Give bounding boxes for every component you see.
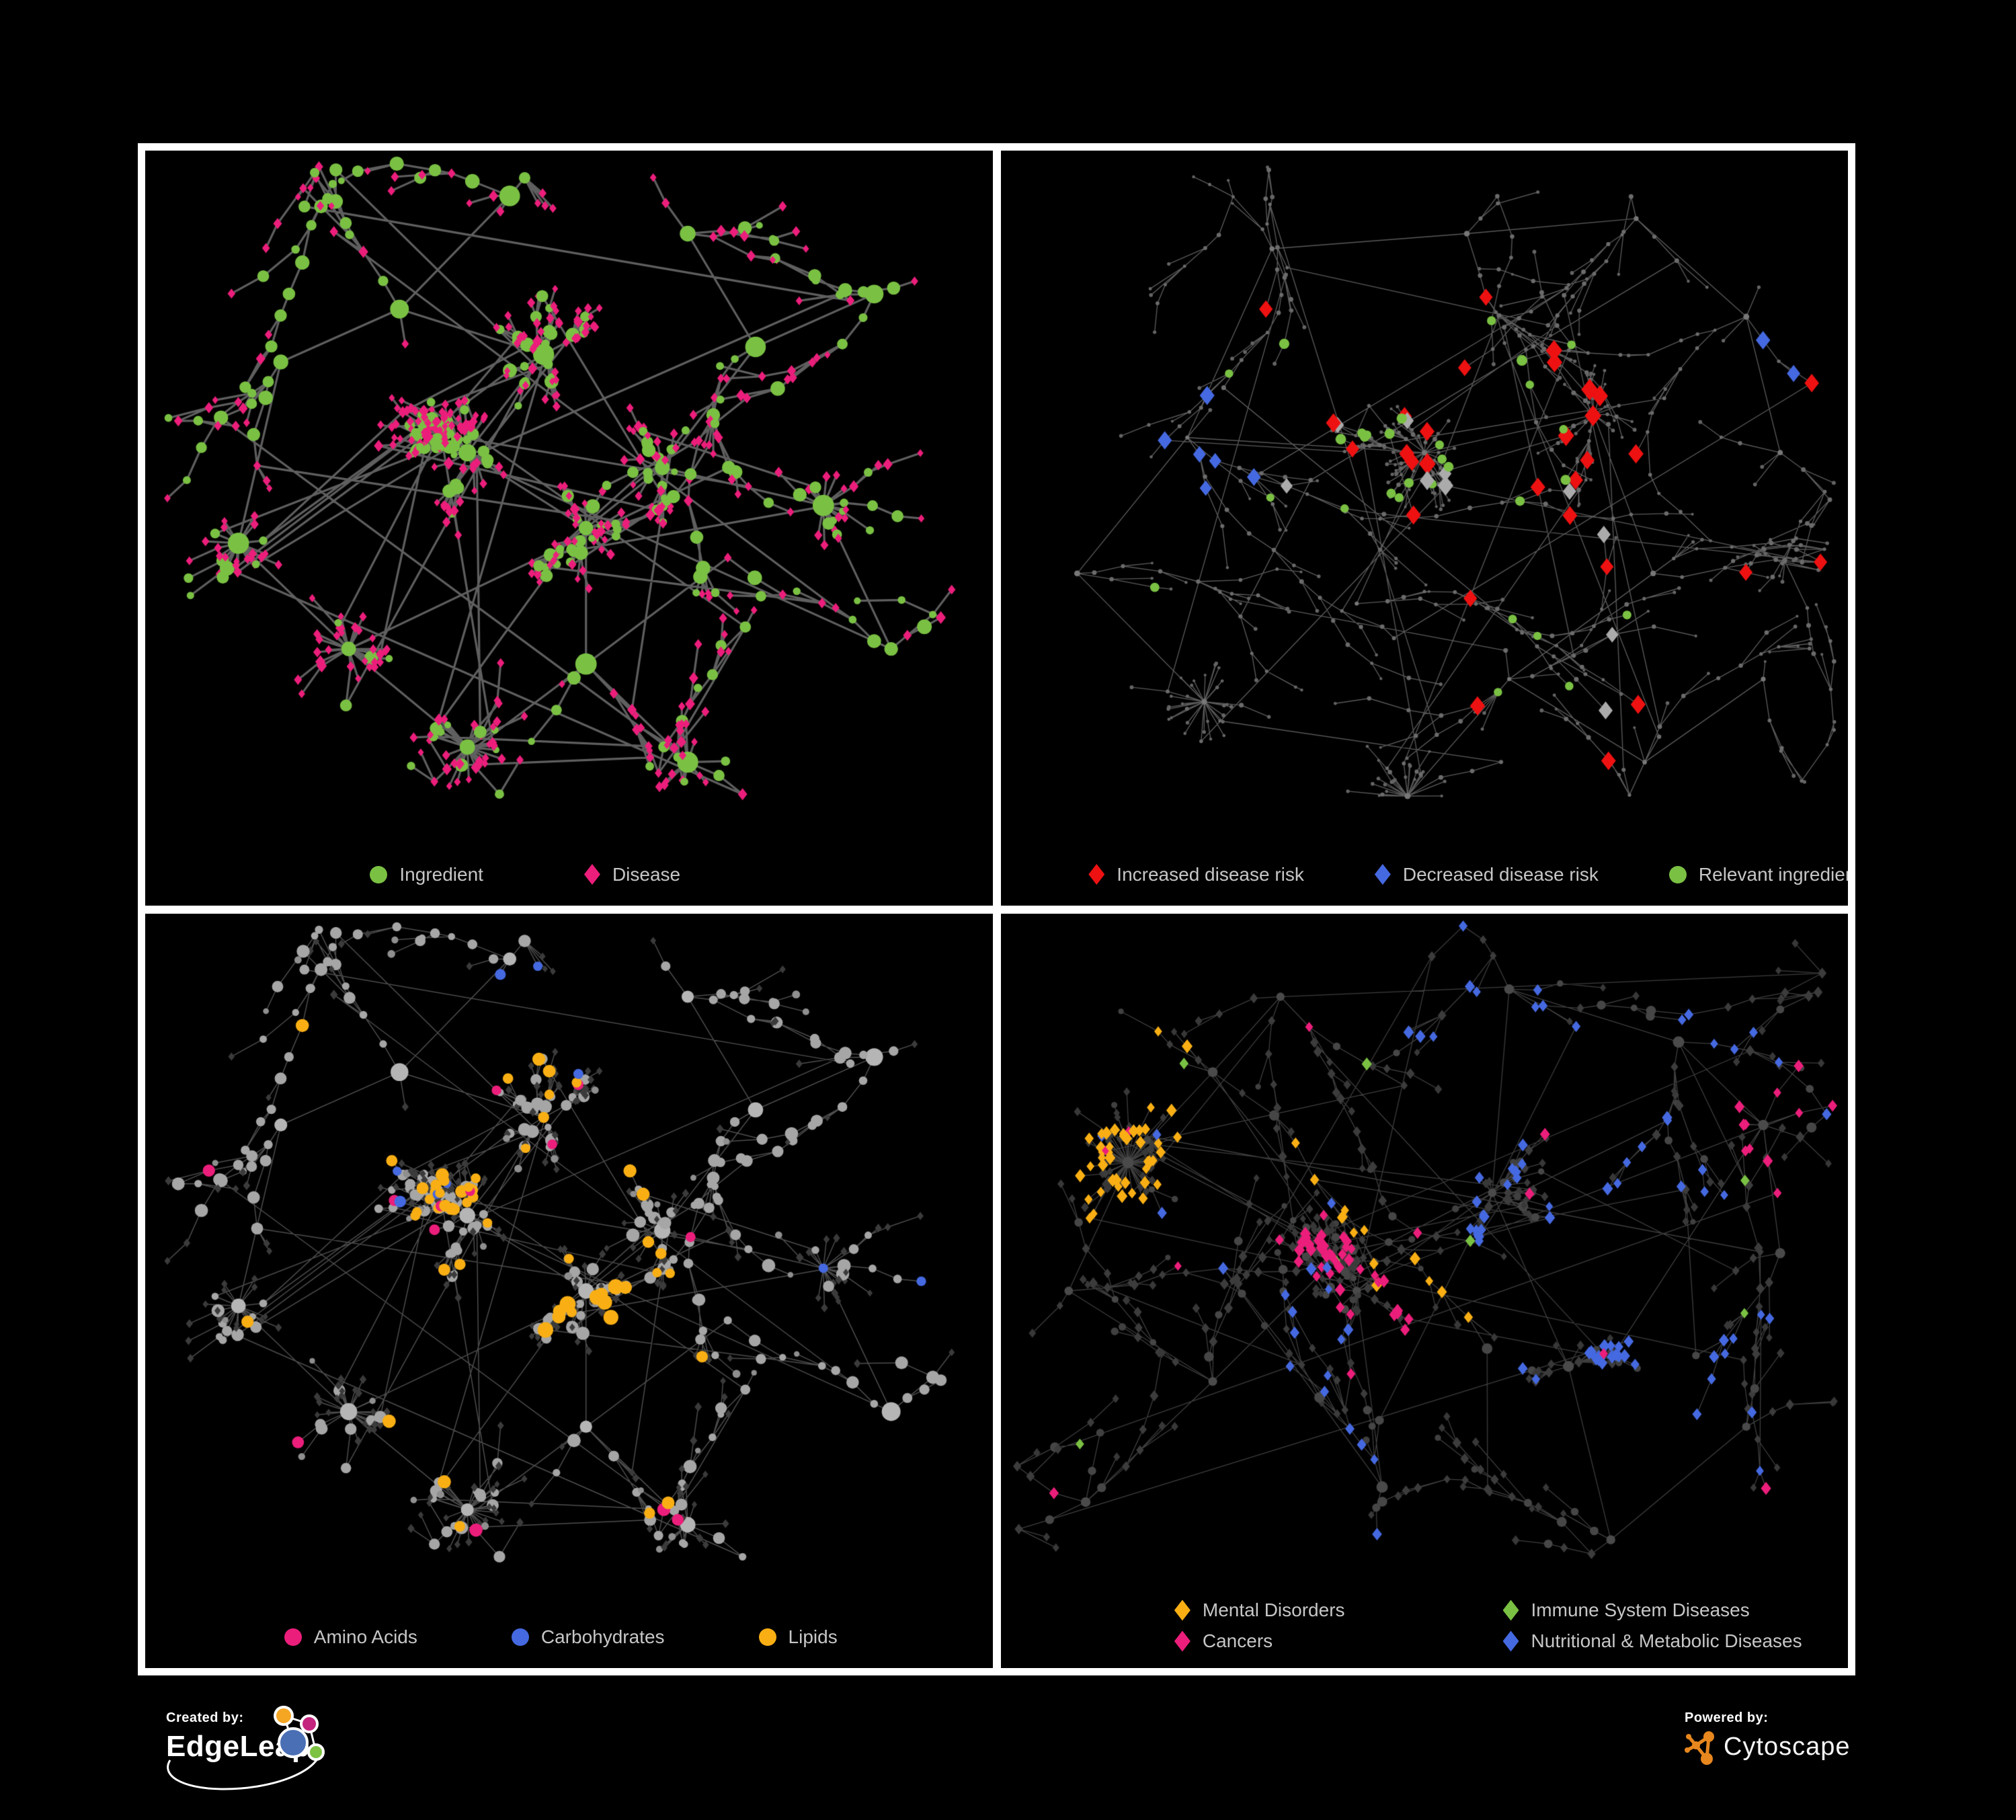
legend-ingredient-disease: Ingredient Disease xyxy=(145,864,949,885)
network-disease-risk xyxy=(1000,151,1848,906)
legend-label: Cancers xyxy=(1202,1630,1273,1651)
lipids-swatch-icon xyxy=(758,1628,776,1646)
immune-diseases-swatch-icon xyxy=(1502,1599,1519,1621)
carbohydrates-swatch-icon xyxy=(511,1628,529,1646)
legend-ingredient-classes: Amino Acids Carbohydrates Lipids xyxy=(145,1626,985,1648)
legend-item-increased-risk: Increased disease risk xyxy=(1088,864,1304,885)
created-by-block: Created by: EdgeLeap xyxy=(166,1706,325,1790)
legend-item-mental-disorders: Mental Disorders xyxy=(1174,1599,1345,1621)
legend-item-carbohydrates: Carbohydrates xyxy=(511,1626,665,1648)
legend-label: Carbohydrates xyxy=(540,1626,665,1647)
legend-item-lipids: Lipids xyxy=(758,1626,838,1648)
legend-label: Amino Acids xyxy=(313,1626,417,1647)
decreased-risk-swatch-icon xyxy=(1374,864,1391,885)
cytoscape-brand: Cytoscape xyxy=(1685,1729,1851,1765)
legend-label: Mental Disorders xyxy=(1202,1599,1345,1620)
increased-risk-swatch-icon xyxy=(1088,864,1105,885)
relevant-ingredient-swatch-icon xyxy=(1668,865,1687,883)
cytoscape-wordmark: Cytoscape xyxy=(1724,1732,1851,1761)
amino-acids-swatch-icon xyxy=(284,1628,302,1646)
legend-label: Increased disease risk xyxy=(1117,863,1304,885)
powered-by-label: Powered by: xyxy=(1685,1710,1769,1725)
cytoscape-logo-icon xyxy=(1685,1731,1714,1765)
legend-item-relevant-ingredient: Relevant ingredient xyxy=(1668,863,1848,885)
legend-item-immune-diseases: Immune System Diseases xyxy=(1502,1599,1802,1621)
powered-by-block: Powered by: Cytoscape xyxy=(1685,1710,1851,1765)
ingredient-swatch-icon xyxy=(370,865,388,883)
legend-disease-risk: Increased disease risk Decreased disease… xyxy=(1051,863,1848,885)
panel-ingredient-disease: Ingredient Disease xyxy=(145,151,993,906)
legend-item-amino-acids: Amino Acids xyxy=(284,1626,417,1648)
legend-label: Lipids xyxy=(788,1626,838,1647)
network-disease-classes xyxy=(1000,913,1848,1668)
edgeleap-brand: EdgeLeap xyxy=(166,1706,325,1790)
legend-disease-classes: Mental Disorders Immune System Diseases … xyxy=(1065,1599,1849,1652)
legend-item-nutritional-metabolic: Nutritional & Metabolic Diseases xyxy=(1502,1630,1802,1652)
legend-label: Relevant ingredient xyxy=(1698,863,1848,885)
legend-item-decreased-risk: Decreased disease risk xyxy=(1374,863,1599,885)
mental-disorders-swatch-icon xyxy=(1174,1599,1191,1621)
legend-label: Ingredient xyxy=(399,863,483,885)
nutritional-metabolic-swatch-icon xyxy=(1502,1630,1519,1652)
disease-swatch-icon xyxy=(583,864,600,885)
legend-label: Decreased disease risk xyxy=(1402,863,1599,885)
legend-item-cancers: Cancers xyxy=(1174,1630,1345,1652)
legend-label: Nutritional & Metabolic Diseases xyxy=(1531,1630,1802,1651)
panel-disease-classes: Mental Disorders Immune System Diseases … xyxy=(1000,913,1849,1668)
legend-label: Disease xyxy=(612,863,681,885)
network-ingredient-classes xyxy=(145,913,993,1668)
panel-ingredient-classes: Amino Acids Carbohydrates Lipids xyxy=(145,913,993,1668)
panel-grid: Ingredient Disease Increased disease ris… xyxy=(138,143,1855,1675)
network-ingredient-disease xyxy=(145,151,993,906)
legend-item-disease: Disease xyxy=(583,863,681,885)
panel-disease-risk: Increased disease risk Decreased disease… xyxy=(1000,151,1848,906)
cancers-swatch-icon xyxy=(1174,1630,1191,1652)
legend-label: Immune System Diseases xyxy=(1531,1599,1750,1620)
created-by-label: Created by: xyxy=(166,1710,244,1725)
legend-item-ingredient: Ingredient xyxy=(370,864,483,885)
edgeleap-logo-icon xyxy=(274,1706,325,1761)
